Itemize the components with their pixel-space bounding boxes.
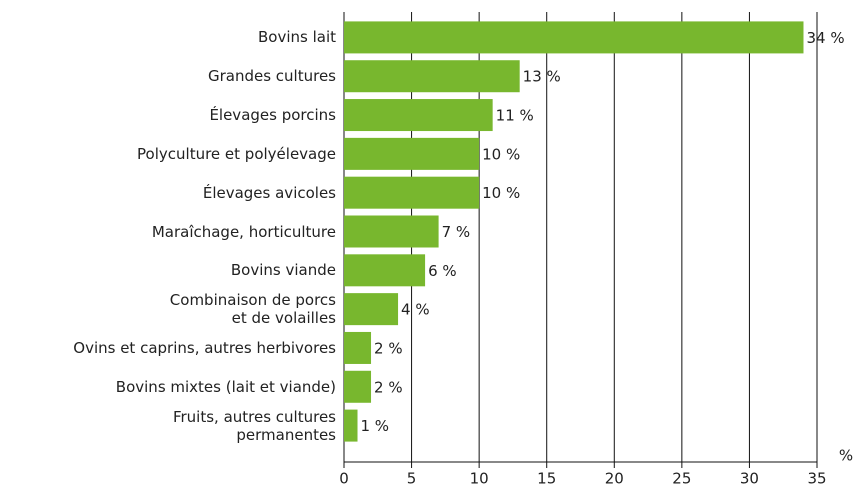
value-label: 10 % xyxy=(482,145,520,163)
bar xyxy=(344,409,358,442)
x-tick-label: 25 xyxy=(672,470,691,488)
bar xyxy=(344,254,426,287)
x-axis-label: % xyxy=(839,447,853,465)
x-tick-label: 20 xyxy=(605,470,624,488)
x-tick-label: 15 xyxy=(537,470,556,488)
value-label: 6 % xyxy=(428,262,457,280)
x-tick-label: 30 xyxy=(740,470,759,488)
x-tick-label: 35 xyxy=(807,470,826,488)
value-label: 11 % xyxy=(496,107,534,125)
y-tick-label: Bovins viande xyxy=(230,261,336,280)
bar xyxy=(344,99,493,132)
bar xyxy=(344,60,520,93)
value-label: 4 % xyxy=(401,301,430,319)
y-tick-label: Fruits, autres cultures permanentes xyxy=(172,407,336,444)
y-tick-label: Bovins lait xyxy=(257,28,336,47)
value-label: 13 % xyxy=(523,68,561,86)
y-tick-label: Ovins et caprins, autres herbivores xyxy=(73,338,336,357)
bar xyxy=(344,21,804,54)
bar xyxy=(344,331,372,364)
bar xyxy=(344,293,399,326)
y-tick-label: Élevages porcins xyxy=(209,106,336,125)
y-tick-label: Élevages avicoles xyxy=(202,183,336,202)
bar xyxy=(344,176,480,209)
value-label: 34 % xyxy=(806,29,844,47)
x-tick-label: 10 xyxy=(470,470,489,488)
x-tick-label: 5 xyxy=(407,470,417,488)
value-label: 2 % xyxy=(374,378,403,396)
y-tick-label: Maraîchage, horticulture xyxy=(151,222,336,241)
value-label: 10 % xyxy=(482,184,520,202)
bar xyxy=(344,215,439,248)
x-tick-label: 0 xyxy=(339,470,349,488)
y-tick-label: Combinaison de porcs et de volailles xyxy=(169,291,336,328)
y-tick-label: Bovins mixtes (lait et viande) xyxy=(115,377,336,396)
value-label: 1 % xyxy=(361,417,390,435)
y-tick-label: Grandes cultures xyxy=(207,67,336,86)
value-label: 2 % xyxy=(374,339,403,357)
value-label: 7 % xyxy=(442,223,471,241)
y-tick-label: Polyculture et polyélevage xyxy=(137,144,336,163)
bar xyxy=(344,137,480,170)
bar xyxy=(344,370,372,403)
